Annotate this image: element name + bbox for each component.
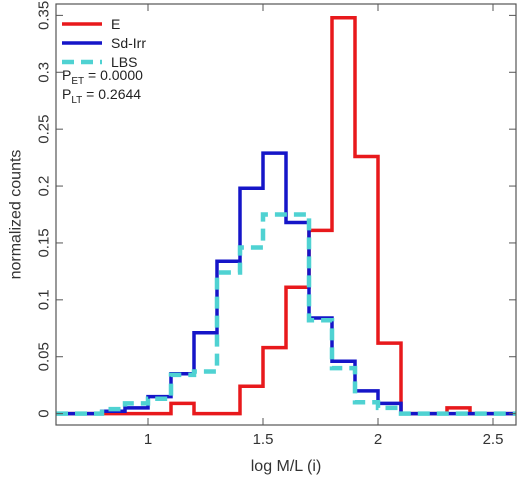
- series-sd-irr-line: [56, 151, 516, 416]
- y-tick-label: 0.35: [36, 1, 53, 30]
- x-tick-label: 2: [374, 431, 382, 448]
- stat-value: = 0.2644: [82, 86, 141, 102]
- legend-label: Sd-Irr: [111, 35, 146, 51]
- stat-line: PET = 0.0000: [62, 67, 143, 87]
- legend: E Sd-Irr LBS: [62, 16, 146, 70]
- plot-frame: [55, 3, 517, 426]
- y-tick-label: 0.25: [36, 115, 53, 144]
- legend-label: E: [111, 16, 120, 32]
- stat-subscript: ET: [71, 76, 84, 87]
- y-tick-label: 0.15: [36, 228, 53, 257]
- series-lbs-line: [56, 212, 516, 416]
- ticks-layer: 1 1.5 2 2.5 0 0.05 0.1 0.15 0.2 0.25 0.3 0.35: [36, 1, 516, 448]
- stat-value: = 0.0000: [84, 67, 143, 83]
- stat-symbol: P: [62, 67, 71, 83]
- series-layer: [56, 15, 516, 416]
- y-tick-label: 0.05: [36, 342, 53, 371]
- x-axis-title: log M/L (i): [251, 458, 322, 475]
- stat-subscript: LT: [71, 95, 82, 106]
- x-tick-label: 1.5: [253, 431, 274, 448]
- y-tick-label: 0.3: [36, 62, 53, 83]
- y-tick-label: 0: [36, 409, 53, 417]
- x-tick-label: 1: [144, 431, 152, 448]
- legend-label: LBS: [111, 54, 137, 70]
- y-axis-title: normalized counts: [8, 150, 25, 280]
- stat-symbol: P: [62, 86, 71, 102]
- y-tick-label: 0.2: [36, 176, 53, 197]
- x-tick-label: 2.5: [483, 431, 504, 448]
- y-tick-label: 0.1: [36, 289, 53, 310]
- stat-line: PLT = 0.2644: [62, 86, 141, 106]
